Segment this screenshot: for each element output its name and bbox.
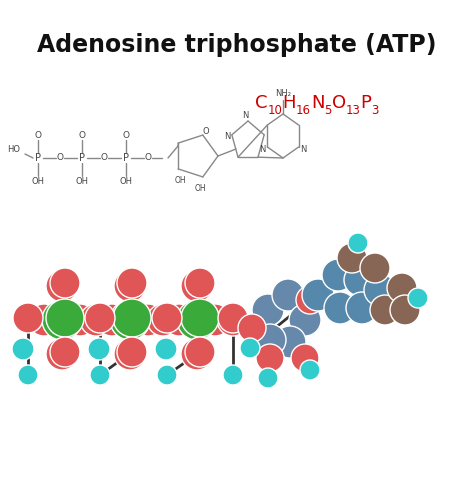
Circle shape bbox=[199, 304, 231, 336]
Circle shape bbox=[90, 365, 110, 385]
Circle shape bbox=[163, 304, 195, 336]
Circle shape bbox=[96, 304, 128, 336]
Text: OH: OH bbox=[31, 176, 45, 186]
Text: N: N bbox=[259, 144, 265, 154]
Circle shape bbox=[80, 304, 112, 336]
Circle shape bbox=[155, 338, 177, 360]
Circle shape bbox=[300, 360, 320, 380]
Circle shape bbox=[185, 268, 215, 298]
Text: N: N bbox=[301, 144, 307, 154]
Text: O: O bbox=[145, 154, 152, 162]
Circle shape bbox=[218, 303, 248, 333]
Text: O: O bbox=[79, 132, 85, 140]
Circle shape bbox=[85, 303, 115, 333]
Text: OH: OH bbox=[119, 176, 133, 186]
Circle shape bbox=[113, 299, 151, 337]
Text: O: O bbox=[56, 154, 64, 162]
Circle shape bbox=[217, 304, 249, 336]
Circle shape bbox=[274, 326, 306, 358]
Circle shape bbox=[114, 270, 146, 302]
Circle shape bbox=[240, 338, 260, 358]
Text: N: N bbox=[242, 112, 248, 120]
Circle shape bbox=[324, 292, 356, 324]
Circle shape bbox=[64, 304, 96, 336]
Circle shape bbox=[50, 337, 80, 367]
Text: 3: 3 bbox=[372, 104, 379, 118]
Circle shape bbox=[157, 365, 177, 385]
Text: 5: 5 bbox=[324, 104, 332, 118]
Circle shape bbox=[50, 268, 80, 298]
Circle shape bbox=[302, 279, 334, 311]
Text: O: O bbox=[202, 126, 209, 136]
Circle shape bbox=[344, 264, 376, 296]
Circle shape bbox=[132, 304, 164, 336]
Text: H: H bbox=[283, 94, 296, 112]
Circle shape bbox=[238, 314, 266, 342]
Circle shape bbox=[20, 309, 42, 331]
Circle shape bbox=[117, 337, 147, 367]
Circle shape bbox=[147, 304, 179, 336]
Text: OH: OH bbox=[195, 184, 207, 194]
Circle shape bbox=[46, 338, 78, 370]
Text: P: P bbox=[361, 94, 372, 112]
Circle shape bbox=[181, 270, 213, 302]
Circle shape bbox=[46, 270, 78, 302]
Text: 10: 10 bbox=[267, 104, 283, 118]
Circle shape bbox=[13, 303, 43, 333]
Circle shape bbox=[223, 365, 243, 385]
Circle shape bbox=[258, 368, 278, 388]
Circle shape bbox=[117, 268, 147, 298]
Text: NH₂: NH₂ bbox=[275, 90, 291, 98]
Circle shape bbox=[42, 300, 82, 340]
Circle shape bbox=[289, 304, 321, 336]
Circle shape bbox=[181, 338, 213, 370]
Circle shape bbox=[322, 259, 354, 291]
Text: 16: 16 bbox=[296, 104, 311, 118]
Text: O: O bbox=[35, 132, 42, 140]
Text: P: P bbox=[123, 153, 129, 163]
Circle shape bbox=[291, 344, 319, 372]
Circle shape bbox=[272, 279, 304, 311]
Circle shape bbox=[408, 288, 428, 308]
Circle shape bbox=[110, 300, 150, 340]
Circle shape bbox=[185, 337, 215, 367]
Circle shape bbox=[337, 243, 367, 273]
Text: OH: OH bbox=[75, 176, 89, 186]
Circle shape bbox=[390, 295, 420, 325]
Text: 13: 13 bbox=[346, 104, 361, 118]
Circle shape bbox=[364, 274, 396, 306]
Circle shape bbox=[256, 344, 284, 372]
Circle shape bbox=[177, 300, 217, 340]
Text: OH: OH bbox=[174, 176, 186, 186]
Circle shape bbox=[370, 295, 400, 325]
Circle shape bbox=[348, 233, 368, 253]
Circle shape bbox=[114, 338, 146, 370]
Circle shape bbox=[360, 253, 390, 283]
Circle shape bbox=[346, 292, 378, 324]
Text: N: N bbox=[224, 132, 230, 141]
Circle shape bbox=[387, 273, 417, 303]
Text: HO: HO bbox=[8, 146, 20, 154]
Text: C: C bbox=[255, 94, 267, 112]
Circle shape bbox=[254, 324, 286, 356]
Text: O: O bbox=[332, 94, 346, 112]
Text: N: N bbox=[311, 94, 324, 112]
Text: P: P bbox=[35, 153, 41, 163]
Circle shape bbox=[181, 299, 219, 337]
Circle shape bbox=[152, 303, 182, 333]
Circle shape bbox=[88, 338, 110, 360]
Text: Adenosine triphosphate (ATP): Adenosine triphosphate (ATP) bbox=[37, 33, 437, 57]
Circle shape bbox=[252, 294, 284, 326]
Circle shape bbox=[296, 286, 324, 314]
Circle shape bbox=[12, 338, 34, 360]
Circle shape bbox=[18, 365, 38, 385]
Text: O: O bbox=[122, 132, 129, 140]
Text: O: O bbox=[100, 154, 108, 162]
Text: P: P bbox=[79, 153, 85, 163]
Circle shape bbox=[28, 304, 60, 336]
Circle shape bbox=[46, 299, 84, 337]
